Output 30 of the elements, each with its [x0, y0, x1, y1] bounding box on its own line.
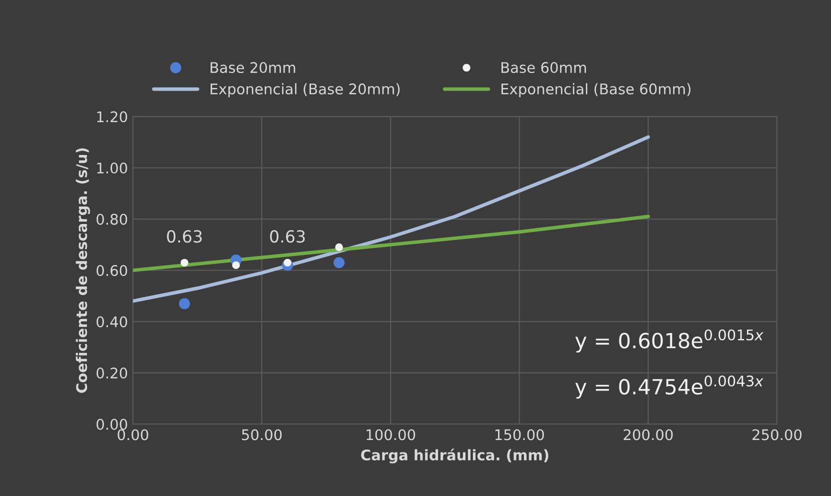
legend-label: Base 60mm	[501, 62, 586, 74]
data-label: 0.63	[167, 230, 202, 243]
legend-label: Exponencial (Base 60mm)	[501, 83, 690, 98]
y-tick-label: 1.20	[97, 111, 128, 122]
x-tick-label: 50.00	[242, 429, 282, 440]
point	[335, 243, 343, 252]
x-tick-label: 250.00	[752, 429, 802, 440]
y-tick-label: 0.00	[96, 418, 128, 430]
x-tick-label: 150.00	[495, 429, 544, 440]
x-tick-label: 200.00	[624, 429, 673, 440]
y-tick-label: 1.00	[97, 162, 128, 174]
legend-label: Base 20mm	[210, 62, 296, 74]
y-tick-label: 0.40	[96, 316, 128, 328]
legend-label: Exponencial (Base 20mm)	[210, 83, 400, 98]
y-tick-label: 0.80	[96, 214, 128, 225]
y-tick-label: 0.20	[96, 368, 128, 379]
annotation: y = 0.4754e$^{0.0043x}$	[575, 376, 764, 399]
point	[180, 258, 188, 266]
x-tick-label: 100.00	[366, 429, 416, 440]
x-tick-label: 0.00	[118, 429, 148, 440]
data-label: 0.63	[270, 230, 305, 243]
point	[333, 257, 345, 268]
y-axis-title: Coeficiente de descarga. (s/u)	[76, 148, 90, 393]
y-tick-label: 0.60	[96, 265, 128, 276]
line-series	[132, 135, 650, 303]
x-axis-title: Carga hidráulica. (mm)	[361, 448, 548, 464]
line-series	[132, 214, 650, 272]
point	[178, 298, 190, 310]
point	[232, 261, 240, 270]
annotation: y = 0.6018e$^{0.0015x}$	[575, 329, 764, 353]
